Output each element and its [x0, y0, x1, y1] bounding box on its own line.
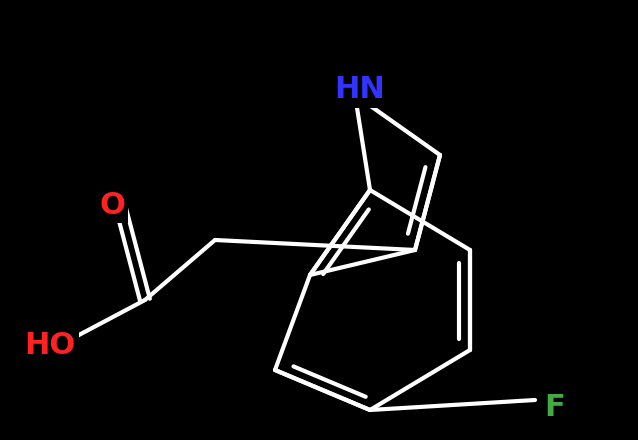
- Text: HO: HO: [24, 330, 76, 359]
- Text: F: F: [545, 393, 565, 422]
- Text: O: O: [99, 191, 125, 220]
- Text: HN: HN: [334, 76, 385, 104]
